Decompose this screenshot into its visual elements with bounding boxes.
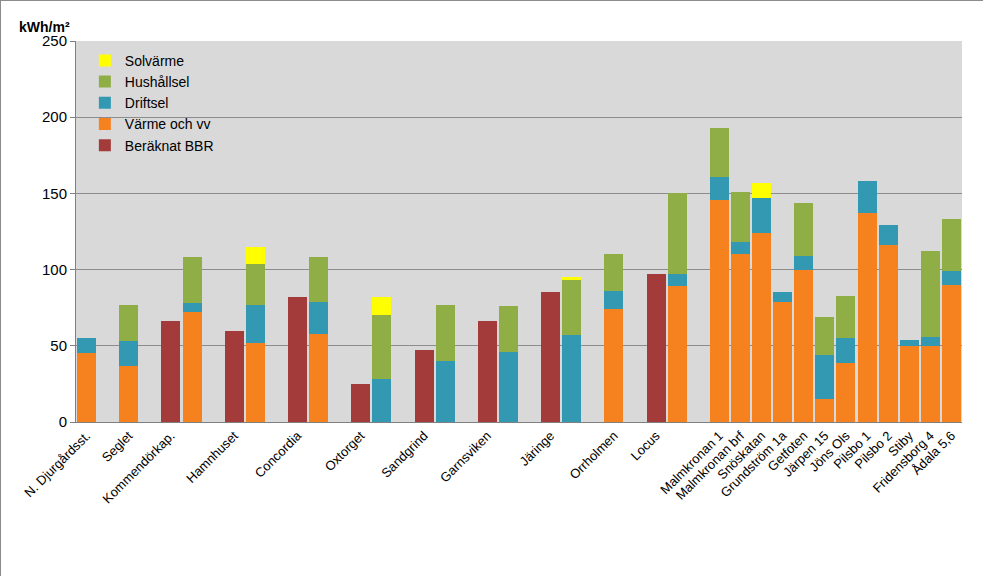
- svg-text:Hushållsel: Hushållsel: [125, 74, 190, 90]
- svg-text:50: 50: [50, 337, 67, 354]
- svg-text:Oxtorget: Oxtorget: [322, 428, 368, 474]
- svg-text:Locus: Locus: [628, 428, 663, 463]
- svg-text:Malmkronan brf: Malmkronan brf: [673, 428, 748, 503]
- svg-text:150: 150: [42, 185, 67, 202]
- svg-text:250: 250: [42, 32, 67, 49]
- svg-text:Järinge: Järinge: [517, 428, 558, 469]
- svg-text:Beräknat BBR: Beräknat BBR: [125, 138, 214, 154]
- svg-text:Solvärme: Solvärme: [125, 53, 184, 69]
- svg-text:200: 200: [42, 108, 67, 125]
- svg-text:Malmkronan 1: Malmkronan 1: [657, 428, 726, 497]
- svg-text:Sandgrind: Sandgrind: [378, 428, 431, 481]
- svg-text:Orrholmen: Orrholmen: [567, 428, 621, 482]
- svg-text:Fridensborg 4: Fridensborg 4: [870, 428, 937, 495]
- svg-text:Getfoten: Getfoten: [765, 428, 811, 474]
- svg-text:Driftsel: Driftsel: [125, 95, 169, 111]
- svg-text:N. Djurgårdsst.: N. Djurgårdsst.: [21, 428, 93, 500]
- svg-text:Värme och vv: Värme och vv: [125, 116, 211, 132]
- svg-text:100: 100: [42, 261, 67, 278]
- svg-text:Concordia: Concordia: [252, 428, 305, 481]
- svg-text:Pilsbo 1: Pilsbo 1: [830, 428, 873, 471]
- svg-text:Kommendörkap.: Kommendörkap.: [100, 428, 178, 506]
- svg-text:kWh/m²: kWh/m²: [19, 19, 70, 35]
- svg-text:Stiby: Stiby: [885, 428, 916, 459]
- svg-text:Hamnhuset: Hamnhuset: [183, 428, 241, 486]
- svg-text:Grundström 1a: Grundström 1a: [717, 428, 789, 500]
- svg-text:0: 0: [59, 413, 67, 430]
- svg-text:Seglet: Seglet: [99, 428, 136, 465]
- svg-text:Järpen 15: Järpen 15: [780, 428, 831, 479]
- svg-text:Ådala 5,6: Ådala 5,6: [909, 428, 958, 477]
- svg-text:Pilsbo 2: Pilsbo 2: [852, 428, 895, 471]
- svg-text:Snöskatan: Snöskatan: [714, 428, 768, 482]
- svg-text:Jöns Ols: Jöns Ols: [806, 428, 853, 475]
- svg-text:Garnsviken: Garnsviken: [437, 428, 494, 485]
